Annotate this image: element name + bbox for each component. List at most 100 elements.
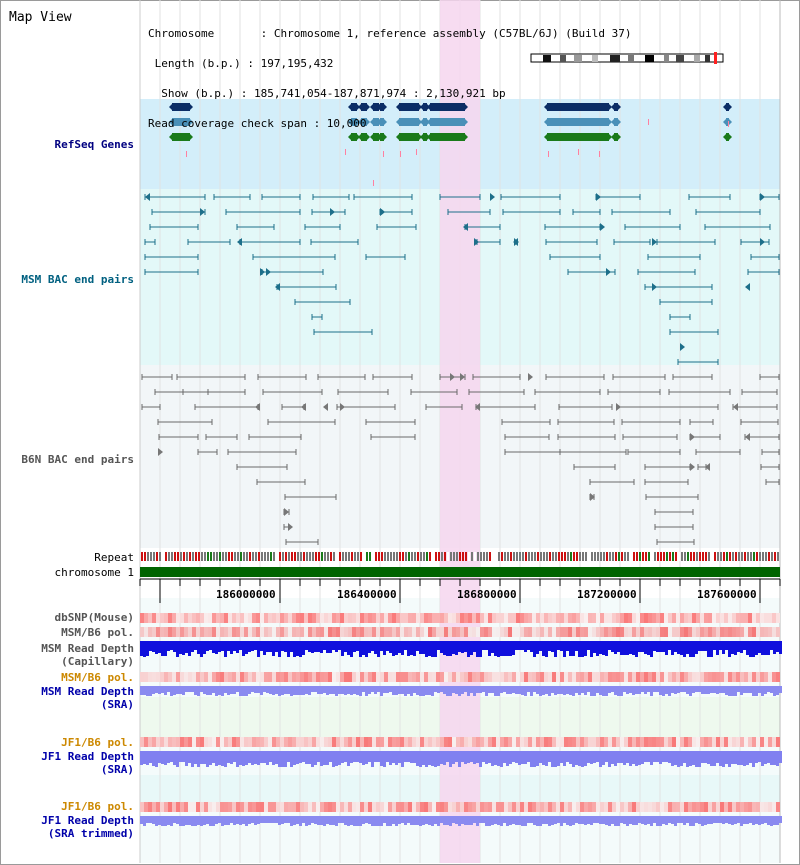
repeat-segment: [504, 552, 506, 561]
polymorphism-cell: [608, 672, 612, 682]
polymorphism-cell: [496, 613, 500, 623]
polymorphism-cell: [204, 737, 208, 747]
read-depth-bar: [707, 751, 710, 764]
polymorphism-cell: [212, 737, 216, 747]
gene-arrow: [617, 118, 621, 126]
read-depth-bar: [227, 816, 230, 825]
track-label-refseq-genes[interactable]: RefSeq Genes: [54, 138, 134, 151]
repeat-segment: [219, 552, 221, 561]
refseq-gene: [172, 103, 190, 111]
repeat-segment: [636, 552, 638, 561]
read-depth-bar: [206, 816, 209, 824]
polymorphism-cell: [596, 737, 600, 747]
refseq-gene: [380, 103, 384, 111]
polymorphism-cell: [280, 613, 284, 623]
read-depth-bar: [728, 816, 731, 824]
read-depth-bar: [746, 816, 749, 824]
polymorphism-cell: [328, 802, 332, 812]
read-depth-bar: [629, 641, 632, 654]
read-depth-bar: [239, 751, 242, 765]
read-depth-bar: [272, 641, 275, 656]
read-depth-bar: [749, 816, 752, 823]
polymorphism-cell: [560, 737, 564, 747]
read-depth-bar: [653, 686, 656, 692]
read-depth-bar: [596, 686, 599, 693]
repeat-segment: [270, 552, 272, 561]
read-depth-bar: [611, 751, 614, 764]
read-depth-bar: [545, 751, 548, 766]
read-depth-bar: [185, 641, 188, 653]
read-depth-bar: [650, 641, 653, 657]
polymorphism-cell: [216, 672, 220, 682]
read-depth-bar: [221, 751, 224, 766]
read-depth-bar: [710, 751, 713, 766]
polymorphism-cell: [324, 672, 328, 682]
polymorphism-cell: [240, 627, 244, 637]
polymorphism-cell: [224, 737, 228, 747]
polymorphism-cell: [596, 802, 600, 812]
polymorphism-cell: [500, 627, 504, 637]
read-depth-bar: [596, 751, 599, 762]
repeat-segment: [585, 552, 587, 561]
polymorphism-cell: [552, 737, 556, 747]
polymorphism-cell: [392, 613, 396, 623]
map-view-title: Map View: [9, 10, 72, 25]
read-depth-bar: [485, 641, 488, 650]
read-depth-bar: [146, 751, 149, 765]
read-depth-bar: [512, 686, 515, 693]
track-label-msm-bac[interactable]: MSM BAC end pairs: [21, 273, 134, 286]
track-label-b6n-bac[interactable]: B6N BAC end pairs: [21, 453, 134, 466]
read-depth-bar: [590, 641, 593, 657]
read-depth-bar: [257, 641, 260, 657]
read-depth-bar: [188, 816, 191, 825]
read-depth-bar: [530, 686, 533, 696]
read-depth-bar: [524, 751, 527, 764]
polymorphism-cell: [648, 672, 652, 682]
polymorphism-cell: [248, 672, 252, 682]
read-depth-bar: [545, 686, 548, 694]
polymorphism-cell: [336, 737, 340, 747]
polymorphism-cell: [232, 627, 236, 637]
polymorphism-cell: [436, 627, 440, 637]
read-depth-bar: [173, 816, 176, 823]
polymorphism-cell: [336, 672, 340, 682]
polymorphism-cell: [552, 802, 556, 812]
refseq-gene: [547, 133, 609, 141]
read-depth-bar: [701, 816, 704, 826]
repeat-segment: [267, 552, 269, 561]
polymorphism-cell: [360, 627, 364, 637]
polymorphism-cell: [264, 737, 268, 747]
polymorphism-cell: [384, 613, 388, 623]
read-depth-bar: [167, 686, 170, 692]
read-depth-bar: [272, 816, 275, 823]
polymorphism-cell: [232, 613, 236, 623]
polymorphism-cell: [520, 613, 524, 623]
read-depth-bar: [332, 641, 335, 650]
repeat-segment: [243, 552, 245, 561]
repeat-segment: [315, 552, 317, 561]
read-depth-bar: [317, 816, 320, 825]
read-depth-bar: [602, 816, 605, 824]
polymorphism-cell: [200, 802, 204, 812]
read-depth-bar: [641, 816, 644, 824]
polymorphism-cell: [428, 802, 432, 812]
polymorphism-cell: [452, 613, 456, 623]
repeat-segment: [318, 552, 320, 561]
polymorphism-cell: [692, 802, 696, 812]
read-depth-bar: [644, 686, 647, 694]
refseq-gene: [726, 133, 729, 141]
polymorphism-cell: [760, 802, 764, 812]
repeat-segment: [480, 552, 482, 561]
refseq-exon-mark: [345, 149, 346, 155]
refseq-exon-mark: [728, 121, 729, 127]
read-depth-bar: [635, 816, 638, 825]
read-depth-bar: [212, 686, 215, 693]
read-depth-bar: [407, 686, 410, 694]
axis-tick-label: 186800000: [457, 588, 517, 601]
read-depth-bar: [554, 641, 557, 657]
read-depth-bar: [749, 686, 752, 693]
repeat-segment: [651, 552, 653, 561]
polymorphism-cell: [768, 627, 772, 637]
read-depth-bar: [542, 641, 545, 656]
